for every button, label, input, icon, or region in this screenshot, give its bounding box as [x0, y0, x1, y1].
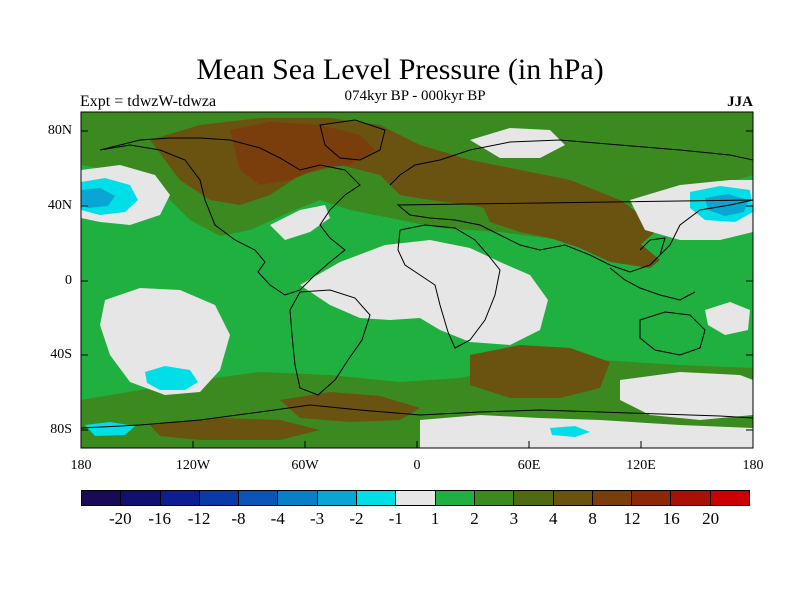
brown-region-asia [480, 195, 660, 268]
lat-label-80s: 80S [50, 422, 72, 437]
coast-eurasia [389, 139, 753, 273]
colorbar-swatch [632, 491, 672, 505]
colorbar-swatch [553, 491, 593, 505]
colorbar [81, 490, 750, 506]
season-label: JJA [727, 94, 753, 110]
colorbar-swatch [710, 491, 750, 505]
map-field [81, 112, 753, 448]
lat-label-40s: 40S [50, 347, 72, 362]
colorbar-label: 16 [662, 509, 680, 528]
coast-greenland [319, 119, 386, 161]
colorbar-label: 1 [430, 509, 440, 528]
colorbar-swatch [199, 491, 240, 505]
cyan-region-antarctic-east [550, 426, 590, 437]
lon-label-120e: 120E [626, 458, 656, 473]
colorbar-label: 2 [470, 509, 479, 528]
coast-southeast-asia [609, 237, 696, 301]
colorbar-label: 20 [702, 509, 720, 528]
cyan-region-south-pacific [145, 366, 198, 390]
coast-north-america [99, 137, 361, 296]
colorbar-swatch [121, 491, 161, 505]
lon-label-0: 0 [413, 458, 421, 473]
lat-label-40n: 40N [47, 198, 72, 213]
colorbar-swatch [435, 491, 475, 505]
colorbar-label: -16 [148, 509, 172, 528]
colorbar-swatch [239, 491, 279, 505]
colorbar-label: 12 [623, 509, 641, 528]
plot-subtitle: 074kyr BP - 000kyr BP [344, 88, 486, 104]
colorbar-label: 8 [588, 509, 597, 528]
dark-brown-region-greenland [230, 122, 375, 185]
colorbar-swatch [278, 491, 318, 505]
gray-region-australia-east [705, 302, 750, 335]
colorbar-label: 3 [509, 509, 519, 528]
coastlines [81, 119, 753, 429]
brown-region-antarctic [150, 418, 320, 440]
colorbar-swatch [474, 491, 515, 505]
axis-ticks [80, 130, 754, 448]
colorbar-label: 4 [548, 509, 558, 528]
gray-region-south-indian [620, 372, 753, 420]
colorbar-swatch [592, 491, 633, 505]
colorbar-swatch [396, 491, 436, 505]
lon-label-120w: 120W [175, 458, 211, 473]
lat-label-80n: 80N [47, 123, 72, 138]
colorbar-label: -12 [187, 509, 211, 528]
blue-region-west-pacific [705, 194, 748, 216]
colorbar-label: -2 [349, 509, 364, 528]
colorbar-label: -8 [231, 509, 246, 528]
colorbar-swatch [514, 491, 554, 505]
colorbar-label: -20 [109, 509, 132, 528]
colorbar-swatch [160, 491, 200, 505]
blue-region-north-pacific [81, 188, 115, 208]
gray-region-arctic-east [470, 128, 565, 158]
colorbar-swatch [357, 491, 397, 505]
lon-label-180w: 180 [70, 458, 92, 473]
lat-label-0: 0 [65, 273, 72, 288]
brown-region-south-pacific [280, 392, 420, 422]
colorbar-swatch [82, 491, 122, 505]
colorbar-swatch [317, 491, 358, 505]
colorbar-label: -3 [310, 509, 325, 528]
colorbar-swatch [671, 491, 711, 505]
gray-region-south-pacific [100, 288, 230, 395]
brown-region-southern-ocean [470, 345, 610, 398]
lon-label-180e: 180 [742, 458, 764, 473]
coast-south-america [289, 289, 371, 396]
coast-antarctica [81, 404, 753, 429]
lon-label-60e: 60E [517, 458, 541, 473]
coast-africa [397, 224, 501, 349]
colorbar-label: -4 [270, 509, 285, 528]
gray-region-east-atlantic [270, 205, 330, 240]
coast-australia [639, 311, 706, 356]
lon-label-60w: 60W [291, 458, 319, 473]
experiment-label: Expt = tdwzW-tdwza [80, 93, 217, 110]
colorbar-label: -1 [388, 509, 403, 528]
plot-title: Mean Sea Level Pressure (in hPa) [196, 53, 604, 86]
